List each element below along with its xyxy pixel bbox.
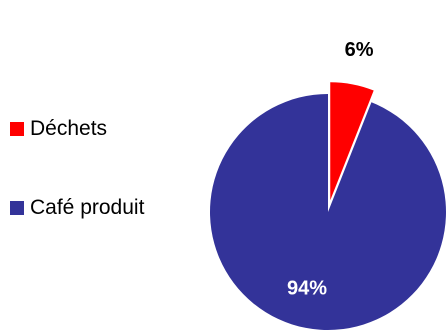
- data-label-dechets: 6%: [345, 39, 374, 61]
- legend-item-dechets: Déchets: [10, 114, 144, 144]
- data-label-cafe-produit: 94%: [287, 277, 327, 299]
- legend-label-cafe-produit: Café produit: [30, 196, 145, 219]
- legend-label-dechets: Déchets: [30, 117, 108, 140]
- pie-slice-cafe-produit: [210, 94, 446, 330]
- chart-legend: Déchets Café produit: [10, 114, 144, 223]
- pie-slice-dechets: [330, 82, 374, 201]
- legend-swatch-cafe-produit: [10, 201, 24, 215]
- legend-item-cafe-produit: Café produit: [10, 193, 144, 223]
- legend-swatch-dechets: [10, 122, 24, 136]
- pie-slices: [210, 82, 446, 330]
- pie-data-labels: 6% 94%: [287, 39, 374, 299]
